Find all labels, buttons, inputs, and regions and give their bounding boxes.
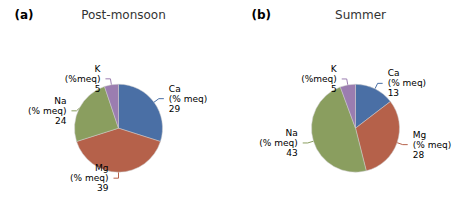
svg-text:(b): (b) — [251, 8, 271, 22]
svg-text:Mg: Mg — [95, 163, 108, 173]
svg-text:K: K — [331, 64, 338, 74]
svg-text:(%meq): (%meq) — [301, 74, 337, 84]
svg-text:28: 28 — [413, 150, 425, 160]
svg-text:43: 43 — [286, 148, 297, 158]
svg-text:13: 13 — [388, 88, 399, 98]
svg-text:(% meq): (% meq) — [28, 106, 66, 116]
svg-text:(% meq): (% meq) — [169, 94, 207, 104]
svg-text:24: 24 — [55, 116, 67, 126]
svg-text:Summer: Summer — [335, 8, 386, 22]
svg-text:Post-monsoon: Post-monsoon — [81, 8, 166, 22]
svg-text:(% meq): (% meq) — [413, 140, 451, 150]
svg-text:39: 39 — [97, 183, 109, 193]
svg-text:K: K — [95, 64, 102, 74]
svg-text:(% meq): (% meq) — [259, 138, 297, 148]
svg-text:5: 5 — [95, 84, 101, 94]
svg-text:(a): (a) — [14, 8, 33, 22]
svg-text:Mg: Mg — [413, 130, 426, 140]
svg-text:Ca: Ca — [169, 84, 181, 94]
svg-text:5: 5 — [331, 84, 337, 94]
svg-text:(%meq): (%meq) — [65, 74, 101, 84]
svg-text:(% meq): (% meq) — [70, 173, 108, 183]
svg-text:Ca: Ca — [388, 68, 400, 78]
svg-text:Na: Na — [54, 96, 66, 106]
svg-text:29: 29 — [169, 104, 181, 114]
svg-text:(% meq): (% meq) — [388, 78, 426, 88]
svg-text:Na: Na — [285, 128, 297, 138]
